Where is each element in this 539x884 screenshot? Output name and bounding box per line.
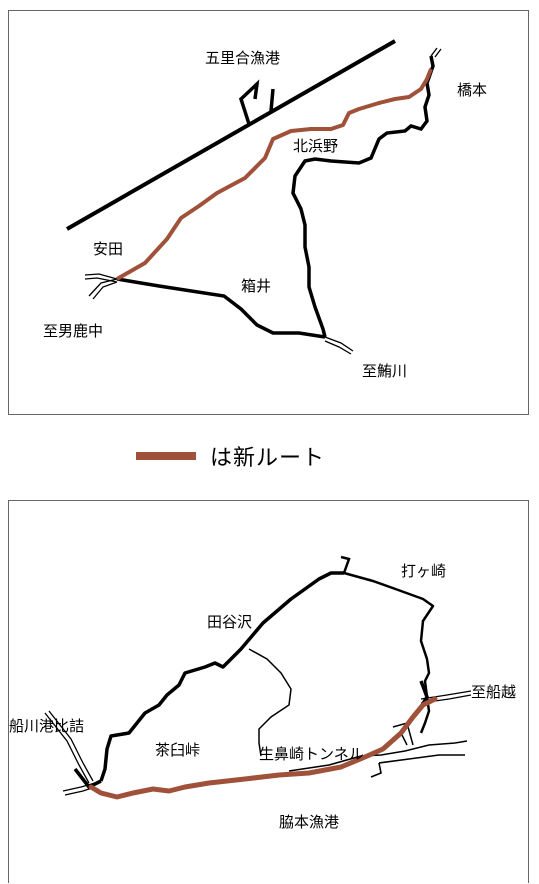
label-to-oga-naka: 至男鹿中 [43, 322, 103, 340]
port-branch-road [238, 79, 260, 125]
new-route-bottom [88, 696, 438, 800]
hashimoto-road-a [430, 47, 438, 57]
funakawa-road-a [44, 712, 90, 784]
hashimoto-road-b [434, 48, 442, 58]
coast-road [66, 39, 396, 231]
coastal-road-d [370, 762, 382, 778]
new-route-top [116, 68, 433, 281]
ugatsuzaki-spur [340, 555, 351, 574]
label-to-ajigasawa: 至鮪川 [362, 362, 407, 380]
map-top-canvas: 五里合漁港 橋本 北浜野 安田 箱井 至男鹿中 至鮪川 [43, 39, 487, 380]
to-oga-road-d [84, 277, 118, 283]
funakawa-road-b [48, 710, 94, 782]
label-goriai-port: 五里合漁港 [205, 49, 280, 67]
yasuda-hakoi-road [116, 277, 326, 339]
label-funakawa-hizume: 船川港比詰 [9, 717, 84, 735]
legend-text: は新ルート [210, 446, 326, 471]
label-to-funakoshi: 至船越 [471, 683, 516, 701]
inner-road [248, 648, 292, 757]
label-hakoi: 箱井 [241, 277, 271, 295]
to-funakoshi-road-a [420, 690, 472, 700]
label-to-ugatsuzaki: 打ヶ崎 [401, 562, 446, 580]
to-ajigasawa-road-b [324, 340, 352, 355]
label-tayazawa: 田谷沢 [207, 613, 252, 631]
coastal-road-b [288, 755, 362, 772]
label-ikihana-tunnel: 生鼻崎トンネル [259, 745, 364, 763]
map-bottom-canvas: 打ヶ崎 田谷沢 至船越 船川港比詰 茶臼峠 生鼻崎トンネル 脇本漁港 [9, 555, 516, 831]
legend-new-route-swatch [136, 452, 196, 460]
map-bottom: 打ヶ崎 田谷沢 至船越 船川港比詰 茶臼峠 生鼻崎トンネル 脇本漁港 [8, 500, 529, 883]
to-ajigasawa-road-a [324, 336, 354, 352]
ugatsuzaki-road [343, 571, 435, 734]
to-oga-road-b [92, 281, 118, 300]
old-road-north [99, 571, 344, 782]
label-wakimoto-port: 脇本漁港 [279, 813, 339, 831]
label-kitahamano: 北浜野 [293, 137, 338, 155]
funakawa-road-c [62, 782, 96, 792]
old-road-east [291, 55, 435, 338]
label-yasuda: 安田 [93, 240, 123, 258]
legend: は新ルート [136, 441, 325, 471]
map-top: 五里合漁港 橋本 北浜野 安田 箱井 至男鹿中 至鮪川 [8, 10, 529, 415]
to-oga-road-c [84, 273, 118, 280]
port-branch-road-2 [269, 88, 275, 112]
label-chausu-toge: 茶臼峠 [155, 741, 200, 759]
label-hashimoto: 橋本 [457, 81, 487, 99]
coastal-road-c [378, 754, 465, 764]
coastal-road-a [360, 740, 468, 757]
